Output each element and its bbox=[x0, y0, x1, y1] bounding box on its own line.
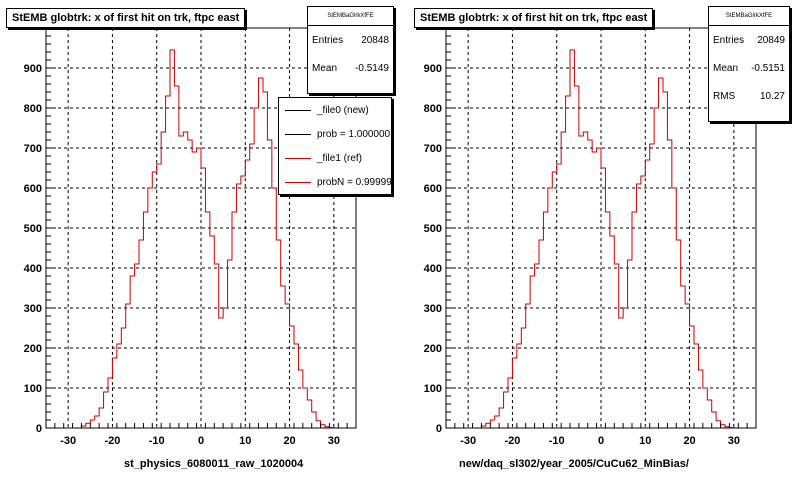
stats-value: -0.5149 bbox=[355, 62, 389, 74]
stats-label: Mean bbox=[312, 62, 338, 74]
legend-label: probN = 0.999990 bbox=[317, 176, 392, 188]
y-tick-label: 800 bbox=[24, 103, 42, 115]
y-tick-label: 700 bbox=[424, 143, 442, 155]
histogram-series bbox=[480, 49, 735, 429]
histogram-panel-left: -30 -20 -10 0 10 20 30 0 100 200 300 400 500 600 700 80… bbox=[6, 6, 394, 470]
y-tick-label: 600 bbox=[424, 183, 442, 195]
stats-row-rms: RMS 10.27 bbox=[709, 82, 789, 110]
y-tick-label: 500 bbox=[24, 223, 42, 235]
histogram-panel-right: -30 -20 -10 0 10 20 30 0 100 200 300 400 500 600 700 80… bbox=[400, 0, 800, 480]
x-tick-label: -20 bbox=[104, 435, 120, 447]
stats-row-mean: Mean -0.5151 bbox=[709, 54, 789, 82]
x-tick-label: 30 bbox=[328, 435, 340, 447]
legend: _file0 (new) prob = 1.000000 _file1 (ref… bbox=[278, 97, 392, 195]
y-tick-label: 0 bbox=[436, 423, 442, 435]
legend-line bbox=[285, 133, 311, 135]
legend-item: probN = 0.999990 bbox=[279, 170, 391, 194]
x-tick-label: -30 bbox=[60, 435, 76, 447]
legend-line bbox=[285, 109, 311, 111]
y-tick-label: 100 bbox=[24, 383, 42, 395]
legend-line bbox=[285, 157, 311, 159]
y-tick-label: 900 bbox=[424, 63, 442, 75]
stats-value: 20848 bbox=[361, 34, 389, 46]
stats-row-mean: Mean -0.5149 bbox=[308, 54, 393, 82]
y-tick-label: 500 bbox=[424, 223, 442, 235]
stats-row-entries: Entries 20848 bbox=[308, 26, 393, 54]
stats-row-entries: Entries 20849 bbox=[709, 26, 789, 54]
y-tick-label: 900 bbox=[24, 63, 42, 75]
stats-value: 20849 bbox=[757, 34, 785, 46]
x-tick-label: -10 bbox=[549, 435, 565, 447]
stats-label: Mean bbox=[713, 62, 739, 74]
y-tick-label: 400 bbox=[424, 263, 442, 275]
x-tick-label: -20 bbox=[504, 435, 520, 447]
y-tick-label: 100 bbox=[424, 383, 442, 395]
histogram-plot-left: -30 -20 -10 0 10 20 30010020030040050060070080… bbox=[24, 27, 357, 447]
x-tick-label: 20 bbox=[683, 435, 695, 447]
stats-name: StEMBaGlrkXfFE bbox=[308, 7, 393, 26]
stats-box: StEMBaGlrkXfFE Entries 20849 Mean -0.515… bbox=[708, 6, 790, 122]
legend-item: _file0 (new) bbox=[279, 98, 391, 122]
legend-item: _file1 (ref) bbox=[279, 146, 391, 170]
y-tick-label: 300 bbox=[24, 303, 42, 315]
legend-label: _file0 (new) bbox=[317, 104, 369, 116]
stats-name: StEMBaGlrkXfFE bbox=[709, 7, 789, 26]
chart-title: StEMB globtrk: x of first hit on trk, ft… bbox=[414, 8, 654, 28]
y-tick-label: 200 bbox=[24, 343, 42, 355]
histogram-series bbox=[80, 49, 335, 429]
x-tick-label: -10 bbox=[149, 435, 165, 447]
y-tick-label: 300 bbox=[424, 303, 442, 315]
stats-value: 10.27 bbox=[759, 90, 785, 102]
y-tick-label: 200 bbox=[424, 343, 442, 355]
histogram-plot-right: -30 -20 -10 0 10 20 30010020030040050060070080… bbox=[424, 27, 757, 447]
x-tick-label: 10 bbox=[639, 435, 651, 447]
legend-label: prob = 1.000000 bbox=[317, 128, 391, 140]
y-tick-label: 600 bbox=[24, 183, 42, 195]
x-tick-label: 20 bbox=[283, 435, 295, 447]
x-tick-label: 30 bbox=[728, 435, 740, 447]
x-tick-label: 10 bbox=[239, 435, 251, 447]
stats-box: StEMBaGlrkXfFE Entries 20848 Mean -0.514… bbox=[307, 6, 394, 94]
y-tick-label: 400 bbox=[24, 263, 42, 275]
stats-value: -0.5151 bbox=[751, 62, 785, 74]
stats-label: Entries bbox=[312, 34, 344, 46]
legend-item: prob = 1.000000 bbox=[279, 122, 391, 146]
legend-label: _file1 (ref) bbox=[317, 152, 363, 164]
stats-label: RMS bbox=[713, 90, 736, 102]
x-tick-label: -30 bbox=[460, 435, 476, 447]
y-tick-label: 800 bbox=[424, 103, 442, 115]
y-tick-label: 0 bbox=[36, 423, 42, 435]
y-tick-label: 700 bbox=[24, 143, 42, 155]
x-tick-label: 0 bbox=[598, 435, 604, 447]
x-axis-label: new/daq_sl302/year_2005/CuCu62_MinBias/ bbox=[459, 458, 689, 470]
stats-label: Entries bbox=[713, 34, 745, 46]
x-tick-label: 0 bbox=[198, 435, 204, 447]
chart-title: StEMB globtrk: x of first hit on trk, ft… bbox=[6, 8, 246, 28]
legend-line bbox=[285, 181, 311, 183]
x-axis-label: st_physics_6080011_raw_1020004 bbox=[124, 458, 304, 470]
